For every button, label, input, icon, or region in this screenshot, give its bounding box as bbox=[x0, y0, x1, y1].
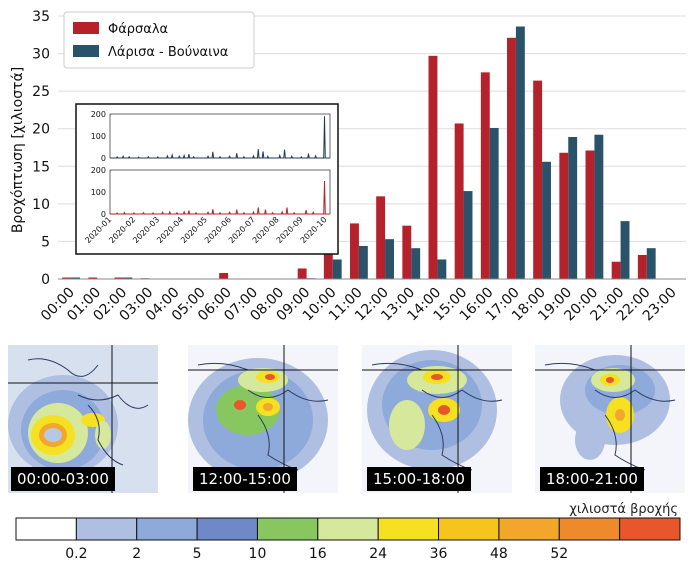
bar-farsala bbox=[62, 277, 72, 279]
bar-farsala bbox=[88, 277, 98, 279]
inset-panel-frame bbox=[109, 113, 331, 159]
bar-farsala bbox=[402, 225, 412, 279]
inset-frame bbox=[75, 103, 339, 255]
bar-farsala bbox=[323, 241, 333, 279]
map-time-label: 18:00-21:00 bbox=[540, 467, 644, 491]
bar-larisa bbox=[437, 259, 447, 279]
colorbar-title: χιλιοστά βροχής bbox=[569, 502, 678, 517]
bar-farsala bbox=[297, 268, 307, 279]
legend-label-farsala: Φάρσαλα bbox=[108, 22, 168, 37]
y-tick-label: 10 bbox=[32, 197, 50, 213]
radar-map-image bbox=[362, 345, 512, 493]
colorbar-tick-label: 10 bbox=[249, 546, 267, 562]
inset-y-tick-label: 200 bbox=[91, 110, 106, 119]
bar-larisa bbox=[568, 136, 578, 279]
inset-y-tick-label: 0 bbox=[101, 210, 106, 219]
y-tick-label: 0 bbox=[41, 272, 50, 288]
bar-farsala bbox=[376, 196, 386, 279]
bar-farsala bbox=[350, 223, 359, 279]
map-time-label: 15:00-18:00 bbox=[367, 467, 471, 491]
colorbar-bin bbox=[438, 517, 500, 541]
map-time-label: 12:00-15:00 bbox=[193, 467, 297, 491]
y-tick-label: 20 bbox=[32, 122, 50, 138]
bar-series bbox=[62, 26, 656, 279]
legend-box bbox=[63, 11, 255, 69]
colorbar-tick-label: 36 bbox=[430, 546, 448, 562]
bar-larisa bbox=[594, 134, 604, 279]
y-tick-label: 30 bbox=[32, 47, 50, 63]
radar-map-2: 12:00-15:00 bbox=[188, 345, 338, 493]
y-tick-label: 35 bbox=[32, 9, 50, 25]
bar-larisa bbox=[385, 239, 394, 279]
colorbar-bin bbox=[15, 517, 77, 541]
bar-farsala bbox=[219, 272, 229, 279]
colorbar-bin bbox=[196, 517, 258, 541]
bar-farsala bbox=[428, 55, 438, 279]
colorbar-tick-label: 52 bbox=[550, 546, 568, 562]
bar-farsala bbox=[114, 277, 124, 279]
bar-farsala bbox=[585, 150, 595, 279]
colorbar-tick-label: 2 bbox=[132, 546, 141, 562]
colorbar-bin bbox=[317, 517, 379, 541]
legend-swatch-larisa bbox=[73, 45, 99, 57]
colorbar-tick-label: 0.2 bbox=[65, 546, 87, 562]
bar-larisa bbox=[515, 26, 525, 279]
bar-farsala bbox=[533, 80, 543, 279]
colorbar-tick-label: 16 bbox=[309, 546, 327, 562]
bar-farsala bbox=[507, 37, 516, 279]
colorbar-tick-label: 5 bbox=[193, 546, 202, 562]
colorbar-ticks: 0.2 2 5 10 16 24 36 48 52 bbox=[65, 546, 568, 562]
rainfall-bar-chart: 0510152025303500:0001:0002:0003:0004:000… bbox=[10, 9, 686, 324]
legend-label-larisa: Λάρισα - Βούναινα bbox=[108, 45, 228, 60]
colorbar-bin bbox=[377, 517, 440, 541]
colorbar-tick-label: 24 bbox=[369, 546, 387, 562]
inset-panel-frame bbox=[109, 169, 331, 215]
y-tick-label: 25 bbox=[32, 84, 50, 100]
colorbar-bin bbox=[256, 517, 319, 541]
y-axis-label: Βροχόπτωση [χιλιοστά] bbox=[10, 67, 26, 233]
radar-map-3: 15:00-18:00 bbox=[362, 345, 512, 493]
colorbar-tick-label: 48 bbox=[490, 546, 508, 562]
colorbar-bin bbox=[75, 517, 138, 541]
inset-chart: 010020001002002020-012020-022020-032020-… bbox=[75, 103, 339, 255]
inset-y-tick-label: 100 bbox=[91, 188, 106, 197]
bar-larisa bbox=[411, 248, 421, 279]
colorbar-bin bbox=[558, 517, 621, 541]
bar-farsala bbox=[454, 123, 464, 279]
colorbar-bin bbox=[619, 517, 681, 541]
radar-map-1: 00:00-03:00 bbox=[8, 345, 158, 493]
bar-larisa bbox=[463, 191, 473, 279]
inset-line-farsala bbox=[110, 180, 330, 215]
bar-farsala bbox=[559, 152, 569, 279]
bar-larisa bbox=[332, 259, 342, 279]
colorbar: χιλιοστά βροχής 0.2 2 5 10 16 24 36 48 52 bbox=[15, 502, 681, 562]
legend-swatch-farsala bbox=[73, 22, 99, 34]
y-tick-label: 15 bbox=[32, 159, 50, 175]
bar-larisa bbox=[620, 221, 630, 279]
bar-larisa bbox=[646, 248, 656, 279]
y-tick-label: 5 bbox=[41, 234, 50, 250]
inset-y-tick-label: 0 bbox=[101, 154, 106, 163]
radar-map-4: 18:00-21:00 bbox=[535, 345, 685, 493]
bar-larisa bbox=[358, 245, 368, 279]
colorbar-bin bbox=[136, 517, 198, 541]
inset-y-tick-label: 100 bbox=[91, 132, 106, 141]
inset-y-tick-label: 200 bbox=[91, 166, 106, 175]
legend: Φάρσαλα Λάρισα - Βούναινα bbox=[63, 11, 255, 69]
bar-larisa bbox=[123, 277, 133, 279]
bar-farsala bbox=[637, 254, 647, 279]
colorbar-bins bbox=[15, 517, 681, 541]
bar-larisa bbox=[542, 161, 551, 279]
inset-line-larisa bbox=[110, 116, 330, 159]
bar-farsala bbox=[480, 72, 490, 279]
bar-larisa bbox=[489, 127, 499, 279]
bar-larisa bbox=[71, 277, 80, 279]
colorbar-bin bbox=[498, 517, 560, 541]
map-time-label: 00:00-03:00 bbox=[11, 467, 115, 491]
bar-farsala bbox=[611, 261, 621, 279]
